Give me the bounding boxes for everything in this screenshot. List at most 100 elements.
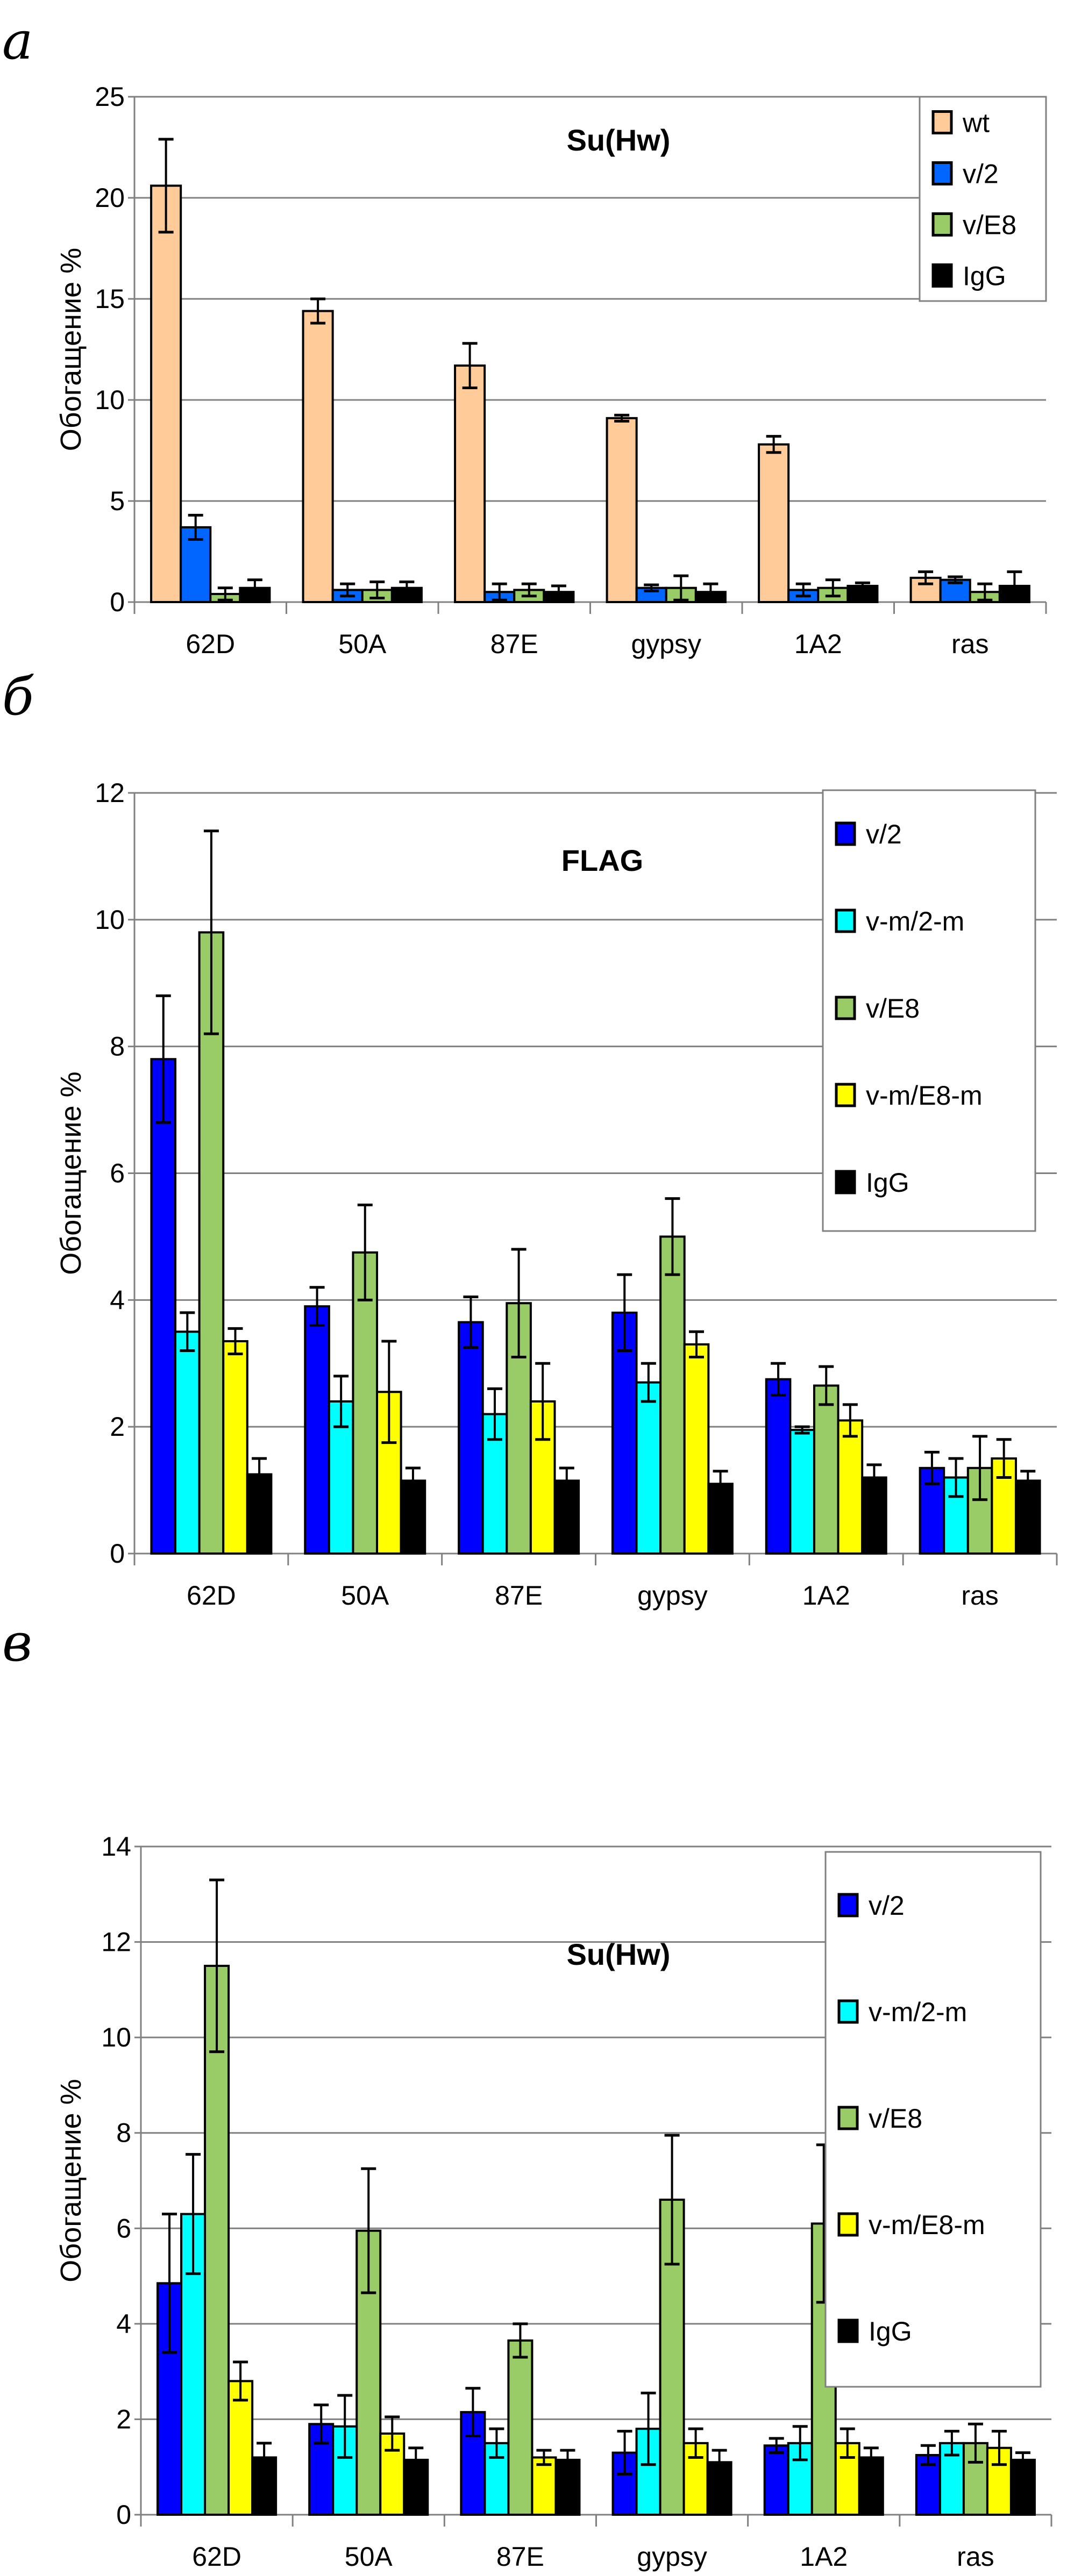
error-bar (972, 1435, 988, 1501)
error-bar (314, 2403, 329, 2445)
legend-item: v/2 (835, 819, 902, 849)
legend: wt v/2 v/E8 IgG (919, 96, 1047, 302)
bar-v-e8-62d (198, 931, 225, 1555)
error-bar (819, 1365, 834, 1406)
chart-a: 0 5 10 15 20 25 62D 50A 87E gypsy 1A2 ras Su(Hw) Обог… (55, 82, 1047, 659)
panel-b: б 0 2 4 6 8 10 12 62D 50A 87E gypsy 1A2 ras FLAG Обога… (0, 667, 1067, 1611)
x-tick-label: 62D (192, 2542, 241, 2572)
error-bar (405, 1466, 421, 1495)
error-bar (361, 2167, 376, 2294)
legend-item: v-m/E8-m (837, 2210, 985, 2240)
legend-swatch (835, 821, 856, 846)
bar-v-2-gypsy (611, 1311, 638, 1555)
bar-v-2-62d (150, 1058, 177, 1555)
y-tick-label: 15 (95, 284, 125, 314)
error-bar (644, 583, 659, 592)
legend-swatch (835, 1170, 856, 1194)
error-bar (944, 2430, 959, 2457)
error-bar (227, 1327, 243, 1356)
error-bar (920, 2444, 936, 2466)
error-bar (511, 1248, 527, 1358)
legend-label: v-m/2-m (869, 1997, 967, 2027)
bar-v-2-1a2 (765, 1378, 792, 1555)
error-bar (489, 2427, 504, 2459)
error-bar (1015, 2451, 1030, 2468)
y-tick-label: 20 (95, 183, 125, 213)
legend-label: v/2 (963, 159, 999, 189)
error-bar (521, 582, 537, 598)
error-bar (766, 435, 781, 454)
chart-title: Su(Hw) (567, 1937, 671, 1971)
error-bar (673, 574, 689, 602)
bar-wt-62d (150, 184, 182, 603)
bar-v-m-2-m-1a2 (789, 1429, 815, 1555)
error-bar (924, 1450, 940, 1485)
x-tick-label: 50A (338, 629, 387, 659)
error-bar (462, 342, 478, 389)
legend-label: v/E8 (963, 210, 1016, 240)
bar-v-e8-62d (204, 1964, 230, 2516)
error-bar (487, 1387, 502, 1441)
error-bar (968, 2422, 983, 2464)
y-tick-label: 25 (95, 82, 125, 112)
x-tick-label: 1A2 (794, 629, 842, 659)
error-bar (188, 513, 203, 541)
legend: v/2 v-m/2-m v/E8 v-m/E8-m IgG (824, 1851, 1042, 2388)
bar-v-m-e8-m-87e (531, 2456, 557, 2516)
x-tick-label: gypsy (637, 1580, 708, 1611)
legend-label: IgG (963, 261, 1006, 291)
y-tick-label: 0 (110, 587, 125, 617)
error-bar (465, 2387, 481, 2438)
error-bar (713, 1470, 728, 1498)
x-tick-label: ras (951, 629, 988, 659)
legend-item: v-m/2-m (835, 906, 964, 936)
panel-label: б (2, 667, 34, 727)
error-bar (855, 581, 870, 591)
legend-label: IgG (869, 2316, 912, 2346)
legend-swatch (835, 908, 856, 933)
error-bar (641, 2392, 656, 2466)
error-bar (203, 829, 219, 1035)
error-bar (257, 2442, 272, 2473)
chart-title: Su(Hw) (567, 123, 671, 157)
bar-wt-gypsy (606, 417, 638, 604)
bar-v-m-2-m-62d (174, 1330, 201, 1555)
y-tick-label: 10 (95, 905, 125, 935)
bar-igg-50a (403, 2458, 429, 2516)
error-bar (689, 1330, 705, 1358)
panel-c: в 0 2 4 6 8 10 12 14 62D 50A 87E gypsy 1A2 ras Su(Hw) О… (0, 1586, 1067, 2576)
legend-item: v/E8 (837, 2103, 922, 2134)
error-bar (641, 1362, 656, 1403)
chart-b: 0 2 4 6 8 10 12 62D 50A 87E gypsy 1A2 ras FLAG Обогаще… (55, 778, 1058, 1611)
bar-v-2-50a (304, 1305, 330, 1555)
legend-label: v-m/E8-m (866, 1081, 983, 1111)
chart-title: FLAG (561, 843, 643, 877)
legend-swatch (837, 2212, 859, 2237)
legend-item: v/E8 (931, 210, 1016, 240)
x-tick-label: gypsy (631, 629, 701, 659)
x-tick-label: 50A (345, 2542, 393, 2572)
y-tick-label: 4 (116, 2309, 131, 2339)
error-bar (536, 2449, 552, 2466)
legend-item: v-m/E8-m (835, 1081, 983, 1111)
bar-v-m-2-m-gypsy (635, 1381, 662, 1555)
error-bar (309, 1286, 325, 1327)
y-tick-label: 10 (95, 385, 125, 415)
error-bar (247, 578, 262, 598)
error-bar (771, 1362, 786, 1397)
error-bar (863, 2446, 879, 2468)
y-tick-label: 5 (110, 486, 125, 516)
bar-wt-50a (302, 310, 334, 603)
legend-swatch (835, 1083, 856, 1107)
error-bar (712, 2449, 727, 2476)
bar-v-e8-50a (352, 1251, 379, 1555)
y-axis-label: Обогащение % (55, 248, 87, 451)
legend: v/2 v-m/2-m v/E8 v-m/E8-m IgG (822, 789, 1036, 1232)
x-tick-label: 87E (496, 2542, 544, 2572)
legend-swatch (931, 212, 953, 237)
panel-label: а (2, 11, 33, 71)
legend-box (822, 789, 1036, 1232)
bar-v-m-e8-m-gypsy (683, 1343, 710, 1555)
error-bar (560, 2449, 575, 2471)
legend-item: v-m/2-m (837, 1997, 967, 2027)
